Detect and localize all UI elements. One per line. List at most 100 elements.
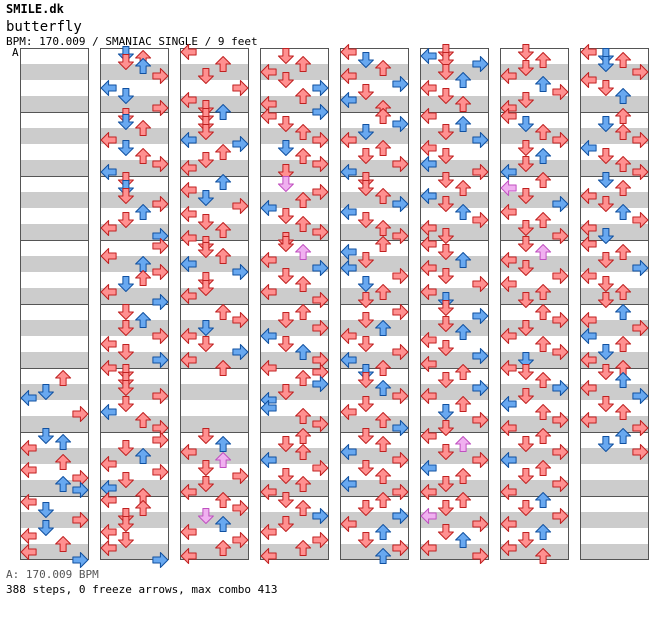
- measure-stripe: [420, 512, 489, 528]
- step-arrow-left: [100, 132, 117, 148]
- measure-stripe: [100, 96, 169, 112]
- measure-stripe: [580, 368, 649, 384]
- step-arrow-up: [535, 304, 552, 320]
- column-border: [420, 48, 489, 560]
- step-arrow-left: [580, 328, 597, 344]
- step-arrow-down: [517, 260, 534, 276]
- step-arrow-left: [100, 248, 117, 264]
- step-arrow-up: [55, 536, 72, 552]
- measure-stripe: [100, 368, 169, 384]
- footer-bpm: A: 170.009 BPM: [6, 568, 99, 581]
- step-arrow-down: [437, 244, 454, 260]
- step-arrow-down: [277, 164, 294, 180]
- step-arrow-down: [437, 372, 454, 388]
- step-arrow-left: [20, 544, 37, 560]
- measure-stripe: [20, 224, 89, 240]
- measure-stripe: [340, 48, 409, 64]
- step-arrow-right: [312, 184, 329, 200]
- step-arrow-down: [357, 428, 374, 444]
- step-arrow-right: [152, 68, 169, 84]
- chart-column: [580, 44, 649, 560]
- measure-stripe: [260, 144, 329, 160]
- measure-stripe: [260, 464, 329, 480]
- step-arrow-down: [517, 220, 534, 236]
- measure-stripe: [580, 480, 649, 496]
- measure-stripe: [500, 192, 569, 208]
- step-arrow-down: [197, 428, 214, 444]
- step-arrow-right: [392, 156, 409, 172]
- measure-stripe: [260, 64, 329, 80]
- measure-stripe: [580, 400, 649, 416]
- step-arrow-left: [180, 132, 197, 148]
- step-arrow-right: [552, 132, 569, 148]
- measure-stripe: [260, 80, 329, 96]
- measure-stripe: [420, 400, 489, 416]
- step-arrow-right: [552, 344, 569, 360]
- step-arrow-up: [535, 336, 552, 352]
- measure-stripe: [340, 336, 409, 352]
- step-arrow-up: [375, 236, 392, 252]
- step-arrow-up: [135, 500, 152, 516]
- step-arrow-down: [357, 276, 374, 292]
- step-arrow-left: [260, 524, 277, 540]
- step-arrow-down: [197, 476, 214, 492]
- measure-stripe: [340, 512, 409, 528]
- measure-stripe: [580, 512, 649, 528]
- measure-stripe: [500, 80, 569, 96]
- step-arrow-right: [632, 132, 649, 148]
- step-arrow-right: [472, 348, 489, 364]
- step-arrow-right: [152, 328, 169, 344]
- step-arrow-right: [472, 308, 489, 324]
- step-arrow-down: [357, 252, 374, 268]
- step-arrow-up: [455, 492, 472, 508]
- measure-stripe: [500, 464, 569, 480]
- measure-stripe: [100, 272, 169, 288]
- measure-stripe: [500, 368, 569, 384]
- step-arrow-up: [375, 412, 392, 428]
- step-arrow-up: [295, 88, 312, 104]
- step-arrow-right: [232, 312, 249, 328]
- measure-stripe: [100, 336, 169, 352]
- step-arrow-up: [535, 404, 552, 420]
- measure-stripe: [100, 400, 169, 416]
- step-arrow-right: [472, 380, 489, 396]
- measure-stripe: [500, 208, 569, 224]
- step-arrow-left: [500, 516, 517, 532]
- step-arrow-down: [517, 500, 534, 516]
- step-arrow-right: [472, 516, 489, 532]
- site-name[interactable]: SMILE.dk: [6, 2, 64, 16]
- step-arrow-right: [552, 380, 569, 396]
- step-arrow-right: [232, 344, 249, 360]
- measure-stripe: [500, 64, 569, 80]
- step-arrow-right: [392, 196, 409, 212]
- measure-stripe: [580, 464, 649, 480]
- step-arrow-left: [260, 200, 277, 216]
- measure-stripe: [500, 416, 569, 432]
- step-arrow-up: [295, 192, 312, 208]
- measure-stripe: [340, 176, 409, 192]
- measure-stripe: [500, 128, 569, 144]
- step-arrow-down: [437, 500, 454, 516]
- step-arrow-up: [455, 364, 472, 380]
- measure-stripe: [180, 416, 249, 432]
- step-arrow-up: [535, 428, 552, 444]
- chart-column: [180, 44, 249, 564]
- step-arrow-left: [500, 420, 517, 436]
- step-arrow-up: [535, 460, 552, 476]
- step-arrow-left: [580, 312, 597, 328]
- measure-stripe: [500, 112, 569, 128]
- measure-stripe: [420, 208, 489, 224]
- step-arrow-down: [277, 468, 294, 484]
- step-arrow-down: [437, 124, 454, 140]
- step-arrow-left: [180, 352, 197, 368]
- step-arrow-up: [295, 370, 312, 386]
- measure-stripe: [20, 48, 89, 64]
- step-arrow-up: [455, 324, 472, 340]
- step-arrow-left: [340, 164, 357, 180]
- measure-stripe: [420, 336, 489, 352]
- measure-stripe: [580, 240, 649, 256]
- step-arrow-down: [357, 52, 374, 68]
- step-arrow-up: [455, 72, 472, 88]
- step-arrow-up: [215, 516, 232, 532]
